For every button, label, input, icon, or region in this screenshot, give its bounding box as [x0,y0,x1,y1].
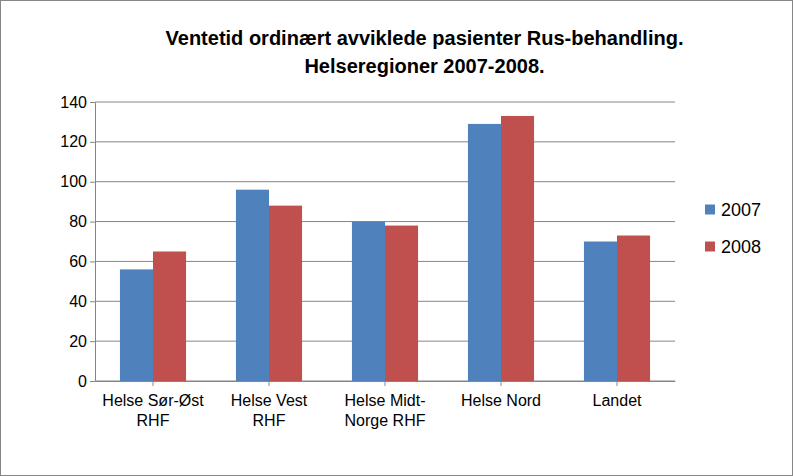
chart-title: Ventetid ordinært avviklede pasienter Ru… [166,27,684,49]
y-tick: 20 [69,333,95,350]
y-tick-mark [90,341,95,342]
y-tick-mark [90,182,95,183]
grid-line [95,181,675,182]
chart-title: Helseregioner 2007-2008. [304,55,544,77]
bar [468,124,501,381]
x-tick-label: Helse Sør-Øst RHF [102,392,204,428]
y-tick-mark [90,142,95,143]
y-tick: 80 [69,213,95,230]
y-tick-mark [90,261,95,262]
x-tick-label-line: Landet [593,392,642,409]
x-tick-mark [617,381,618,386]
y-tick-label: 0 [78,373,87,390]
x-tick: Helse Nord [461,381,541,409]
x-tick-label-line: Helse Midt- [345,392,426,409]
y-tick: 120 [60,133,95,150]
x-tick-label: Helse Midt- Norge RHF [345,392,426,428]
x-tick-mark [269,381,270,386]
legend-item: 2008 [705,237,761,257]
x-tick-label-line: Helse Vest [231,392,308,409]
x-tick-label-line: RHF [137,412,170,429]
bar [501,116,534,381]
y-tick: 140 [60,94,95,111]
x-tick-mark [501,381,502,386]
bar [352,222,385,381]
y-tick: 0 [78,373,95,390]
y-tick-mark [90,222,95,223]
bar-series [120,124,617,381]
y-tick-label: 120 [60,133,87,150]
y-tick: 40 [69,293,95,310]
x-tick-label: Helse Vest RHF [231,392,308,428]
legend: 2007 2008 [705,200,761,257]
x-tick-label-line: Helse Sør-Øst [102,392,204,409]
y-tick-label: 40 [69,293,87,310]
x-tick-label: Helse Nord [461,392,541,409]
x-tick-label: Landet [593,392,642,409]
x-tick: Landet [593,381,642,409]
x-tick-label-line: RHF [253,412,286,429]
plot: 020406080100120140Helse Sør-ØstRHFHelse … [60,94,675,429]
legend-swatch [705,205,715,215]
y-tick-mark [90,102,95,103]
y-axis: 0 20 40 60 80 100 120 140 [60,94,95,390]
legend-swatch [705,242,715,252]
y-tick: 100 [60,173,95,190]
legend-label: 2008 [721,237,761,257]
chart: Ventetid ordinært avviklede pasienter Ru… [0,0,793,476]
x-tick-label-line: Helse Nord [461,392,541,409]
y-tick-label: 140 [60,94,87,111]
y-tick-label: 20 [69,333,87,350]
bar [236,190,269,381]
x-tick-mark [153,381,154,386]
y-tick: 60 [69,253,95,270]
y-tick-label: 60 [69,253,87,270]
x-axis: Helse Sør-Øst RHF Helse Vest RHF Helse Midt-… [96,381,676,429]
bar [269,206,302,381]
bar [617,236,650,381]
y-tick-mark [90,301,95,302]
x-tick-mark [385,381,386,386]
x-tick: Helse Vest RHF [231,381,308,429]
grid-line [95,141,675,142]
y-axis-line [95,103,96,382]
bar [385,226,418,381]
chart-frame [1,1,793,476]
legend-label: 2007 [721,200,761,220]
bar-series [153,116,650,381]
y-tick-label: 80 [69,213,87,230]
grid [95,102,675,381]
y-tick-mark [90,381,95,382]
legend-item: 2007 [705,200,761,220]
x-tick-label-line: Norge RHF [345,412,426,429]
y-tick-label: 100 [60,173,87,190]
x-tick: Helse Midt- Norge RHF [345,381,426,429]
bar [584,242,617,382]
x-tick: Helse Sør-Øst RHF [102,381,204,429]
bar [120,269,153,381]
grid-line [95,102,675,103]
bar [153,251,186,381]
bars [120,116,650,381]
